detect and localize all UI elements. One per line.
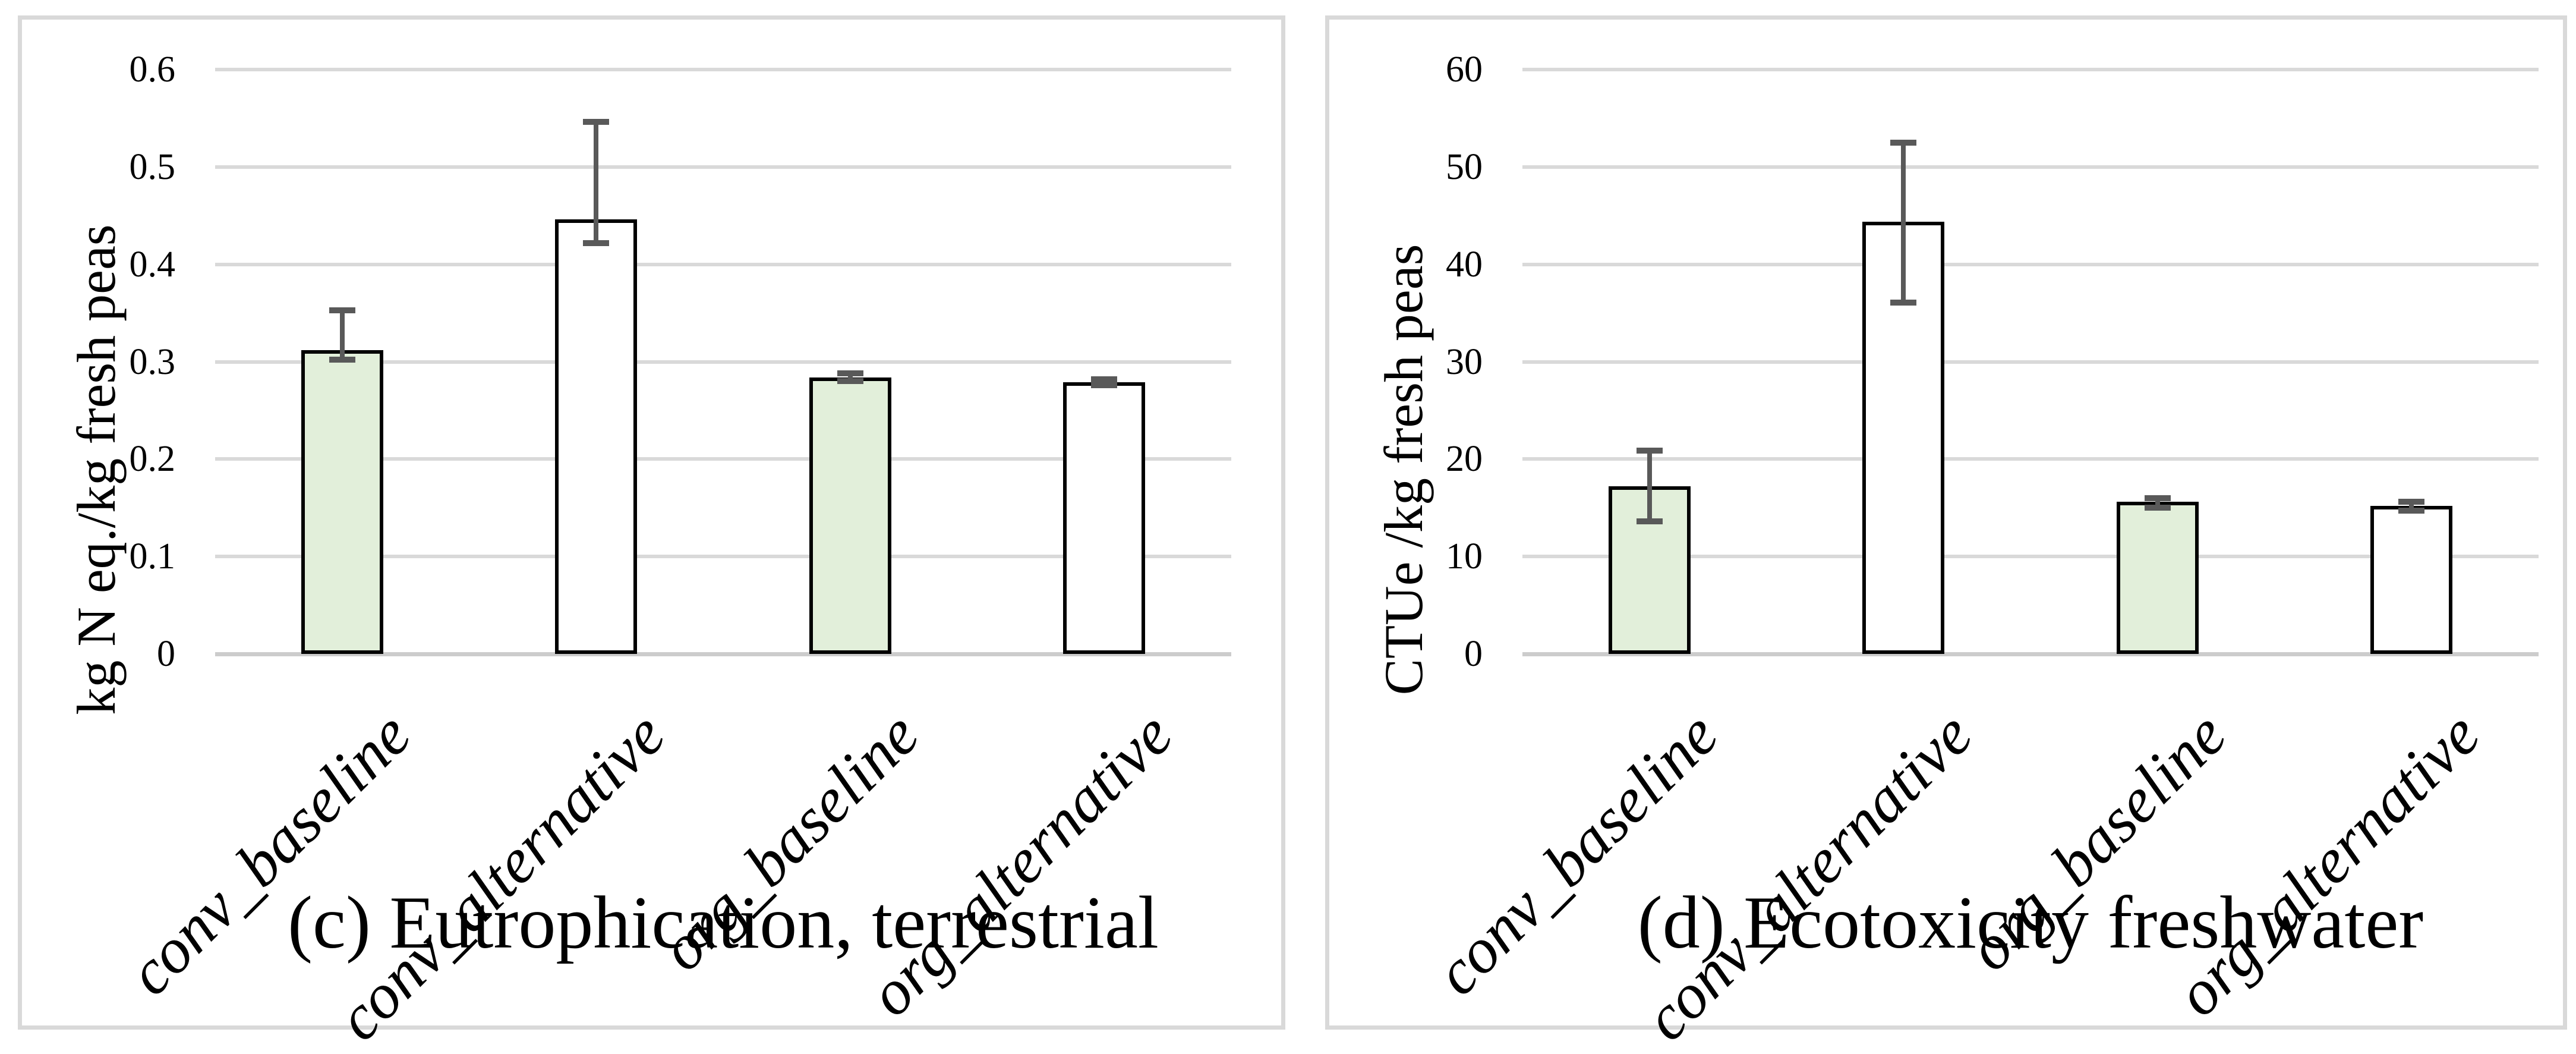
gridline	[215, 457, 1231, 461]
x-axis-line	[215, 652, 1231, 656]
gridline	[1522, 360, 2539, 364]
error-bar-cap-bottom	[583, 240, 610, 246]
y-tick-label: 0.1	[129, 536, 176, 577]
error-bar-cap-bottom	[329, 357, 355, 363]
bar-conv_baseline	[301, 350, 383, 654]
gridline	[215, 68, 1231, 71]
y-tick-label: 0.4	[129, 244, 176, 285]
error-bar-cap-top	[1091, 376, 1118, 382]
error-bar-cap-bottom	[1636, 518, 1663, 525]
gridline	[1522, 457, 2539, 461]
bar-org_baseline	[809, 377, 891, 654]
error-bar-cap-top	[837, 370, 863, 377]
gridline	[1522, 68, 2539, 71]
gridline	[215, 555, 1231, 559]
error-bar-stem	[594, 122, 599, 243]
chart-panel-eutrophication: kg N eq./kg fresh peas (c) Eutrophicatio…	[18, 15, 1285, 1054]
y-tick-label: 50	[1446, 146, 1483, 187]
gridline	[1522, 165, 2539, 169]
bar-org_alternative	[2370, 505, 2453, 654]
bar-org_baseline	[2116, 502, 2199, 654]
error-bar-stem	[1647, 450, 1652, 522]
y-tick-label: 40	[1446, 244, 1483, 285]
bar-conv_alternative	[555, 219, 638, 654]
y-tick-label: 10	[1446, 536, 1483, 577]
chart-panel-ecotoxicity: CTUe /kg fresh peas (d) Ecotoxicity fres…	[1325, 15, 2567, 1054]
error-bar-cap-bottom	[1890, 299, 1917, 306]
y-tick-label: 60	[1446, 49, 1483, 90]
error-bar-cap-top	[2144, 495, 2171, 501]
error-bar-cap-top	[1636, 447, 1663, 454]
error-bar-cap-bottom	[2144, 505, 2171, 511]
chart-caption: (c) Eutrophication, terrestrial	[288, 882, 1159, 964]
y-tick-label: 20	[1446, 439, 1483, 480]
chart-caption: (d) Ecotoxicity freshwater	[1637, 882, 2424, 964]
x-axis-line	[1522, 652, 2539, 656]
bar-conv_alternative	[1862, 221, 1945, 654]
y-tick-label: 0	[1464, 634, 1483, 674]
y-tick-label: 0	[157, 634, 175, 674]
y-tick-label: 0.5	[129, 146, 176, 187]
error-bar-cap-top	[1890, 139, 1917, 146]
error-bar-cap-bottom	[837, 378, 863, 385]
gridline	[1522, 555, 2539, 559]
gridline	[215, 360, 1231, 364]
error-bar-cap-bottom	[1091, 382, 1118, 388]
error-bar-cap-top	[583, 119, 610, 125]
y-tick-label: 30	[1446, 341, 1483, 382]
gridline	[215, 165, 1231, 169]
y-tick-label: 0.6	[129, 49, 176, 90]
y-tick-label: 0.3	[129, 341, 176, 382]
error-bar-stem	[1901, 142, 1906, 303]
error-bar-stem	[847, 373, 853, 382]
error-bar-stem	[339, 310, 345, 360]
y-tick-label: 0.2	[129, 439, 176, 480]
error-bar-stem	[2155, 498, 2160, 508]
gridline	[215, 262, 1231, 266]
error-bar-stem	[2409, 502, 2414, 511]
error-bar-cap-bottom	[2398, 508, 2425, 514]
error-bar-cap-top	[329, 307, 355, 313]
error-bar-cap-top	[2398, 499, 2425, 505]
bar-org_alternative	[1063, 382, 1146, 654]
gridline	[1522, 262, 2539, 266]
